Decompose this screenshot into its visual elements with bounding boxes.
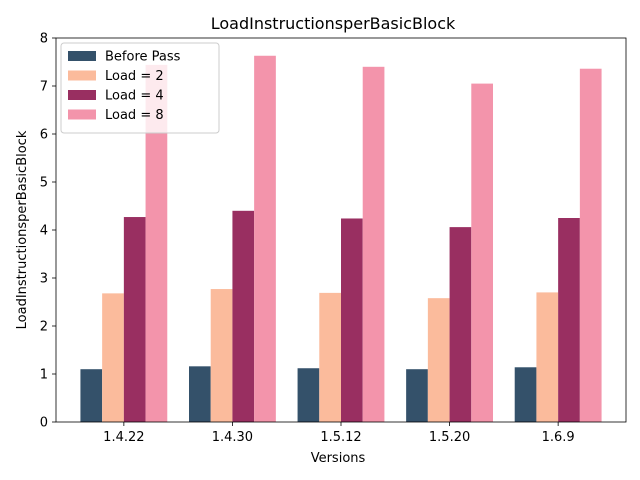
- legend: Before Pass Load = 2 Load = 4 Load = 8: [60, 42, 220, 134]
- legend-swatch: [68, 51, 96, 61]
- legend-swatch: [68, 109, 96, 120]
- y-tick-label: 2: [40, 320, 48, 335]
- legend-swatch: [68, 70, 96, 81]
- y-tick-label: 8: [40, 32, 48, 47]
- y-tick-label: 3: [40, 272, 48, 287]
- bar-1-1-4-30: [189, 366, 211, 422]
- y-tick-label: 5: [40, 176, 48, 191]
- x-tick-label: 1.4.22: [103, 430, 144, 445]
- axes-layer: 1.4.22 1.4.30 1.5.12 1.5.20 1.6.9 0 1 2 3 4 5 6 7 8: [40, 32, 627, 445]
- bars-layer: [80, 55, 602, 423]
- plot-frame: [55, 37, 627, 423]
- bar-4-1-5-12: [362, 66, 385, 423]
- y-tick-label: 7: [40, 80, 48, 95]
- legend-label: Load = 2: [105, 69, 164, 84]
- bar-1-1-5-12: [297, 368, 320, 422]
- x-tick-label: 1.4.30: [212, 430, 253, 445]
- bar-3-1-6-9: [558, 218, 580, 422]
- x-tick-label: 1.6.9: [542, 430, 575, 445]
- bar-1-1-4-22: [80, 369, 103, 422]
- x-tick-label: 1.5.12: [320, 430, 361, 445]
- y-tick-label: 4: [40, 224, 48, 239]
- chart-title: LoadInstructionsperBasicBlock: [211, 14, 456, 33]
- bar-1-1-5-20: [406, 369, 428, 422]
- bar-2-1-5-20: [427, 298, 450, 422]
- y-axis-title: LoadInstructionsperBasicBlock: [15, 130, 30, 329]
- bar-3-1-5-12: [341, 218, 363, 422]
- legend-box: [60, 42, 220, 134]
- bar-3-1-4-22: [123, 217, 146, 422]
- bar-4-1-6-9: [579, 68, 602, 422]
- bar-4-1-4-30: [254, 55, 276, 422]
- legend-label: Before Pass: [105, 50, 181, 65]
- x-axis-title: Versions: [311, 451, 366, 466]
- bar-3-1-5-20: [449, 227, 472, 422]
- legend-label: Load = 4: [105, 89, 164, 104]
- y-tick-label: 0: [40, 416, 48, 431]
- bar-2-1-6-9: [536, 292, 559, 422]
- legend-swatch: [68, 90, 96, 100]
- x-tick-label: 1.5.20: [429, 430, 470, 445]
- legend-label: Load = 8: [105, 108, 164, 123]
- bar-2-1-4-30: [210, 289, 233, 422]
- bar-2-1-4-22: [102, 293, 124, 422]
- y-tick-label: 1: [40, 368, 48, 383]
- bar-3-1-4-30: [232, 210, 255, 422]
- bar-4-1-4-22: [145, 64, 168, 422]
- bar-1-1-6-9: [514, 367, 537, 422]
- bar-2-1-5-12: [319, 292, 341, 422]
- bar-4-1-5-20: [471, 83, 493, 422]
- y-tick-label: 6: [40, 128, 48, 143]
